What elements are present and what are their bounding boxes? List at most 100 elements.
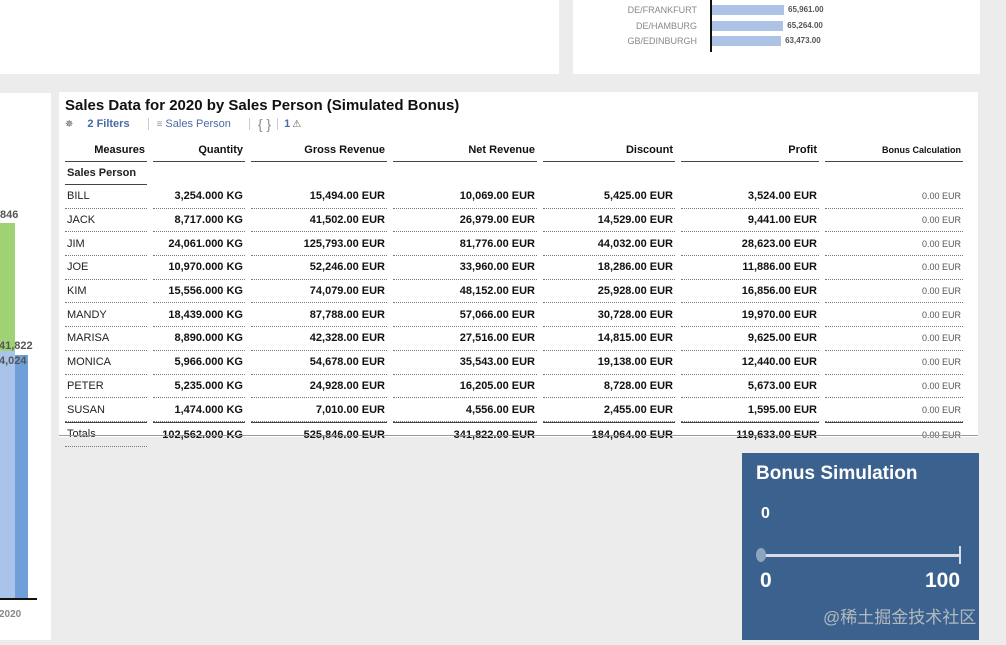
table-row[interactable]: JACK 8,717.000 KG 41,502.00 EUR 26,979.00 E… [65,209,963,233]
cell-quantity[interactable]: 5,235.000 KG [153,375,245,399]
cell-profit[interactable]: 16,856.00 EUR [681,280,819,304]
cell-net[interactable]: 341,822.00 EUR [393,421,537,447]
chart-row[interactable]: GB/EDINBURGH 63,473.00 [573,35,980,49]
cell-discount[interactable]: 14,815.00 EUR [543,327,675,351]
cell-gross[interactable]: 15,494.00 EUR [251,185,387,209]
cell-profit[interactable]: 9,441.00 EUR [681,209,819,233]
column-header-profit[interactable]: Profit [681,139,819,162]
cell-quantity[interactable]: 18,439.000 KG [153,303,245,328]
cell-profit[interactable]: 5,673.00 EUR [681,375,819,399]
table-row[interactable]: MONICA 5,966.000 KG 54,678.00 EUR 35,543.00… [65,351,963,375]
cell-profit[interactable]: 28,623.00 EUR [681,232,819,257]
table-row[interactable]: JIM 24,061.000 KG 125,793.00 EUR 81,776.00 … [65,232,963,257]
cell-quantity[interactable]: 8,890.000 KG [153,327,245,351]
row-label[interactable]: JIM [65,232,147,257]
cell-profit[interactable]: 3,524.00 EUR [681,185,819,209]
filters-link[interactable]: 2 Filters [87,118,130,130]
cell-discount[interactable]: 2,455.00 EUR [543,398,675,422]
cell-bonus[interactable]: 0.00 EUR [825,375,963,399]
table-row[interactable]: MANDY 18,439.000 KG 87,788.00 EUR 57,066.00… [65,303,963,328]
settings-icon[interactable]: ✵ [65,118,74,130]
variables-icon[interactable]: { } [257,116,272,132]
cell-profit[interactable]: 11,886.00 EUR [681,256,819,280]
cell-discount[interactable]: 8,728.00 EUR [543,375,675,399]
cell-gross[interactable]: 7,010.00 EUR [251,398,387,422]
cell-gross[interactable]: 525,846.00 EUR [251,421,387,447]
row-label[interactable]: Totals [65,421,147,447]
cell-bonus[interactable]: 0.00 EUR [825,232,963,257]
cell-discount[interactable]: 5,425.00 EUR [543,185,675,209]
cell-gross[interactable]: 87,788.00 EUR [251,303,387,328]
cell-discount[interactable]: 19,138.00 EUR [543,351,675,375]
chart-row[interactable]: DE/FRANKFURT 65,961.00 [573,4,980,18]
warning-icon[interactable]: ⚠ [292,118,302,130]
cell-bonus[interactable]: 0.00 EUR [825,303,963,328]
slider-track[interactable] [761,554,961,557]
cell-discount[interactable]: 18,286.00 EUR [543,256,675,280]
chart-bar[interactable] [712,36,782,46]
column-header-quantity[interactable]: Quantity [153,139,245,162]
cell-bonus[interactable]: 0.00 EUR [825,256,963,280]
cell-bonus[interactable]: 0.00 EUR [825,185,963,209]
cell-bonus[interactable]: 0.00 EUR [825,398,963,422]
cell-gross[interactable]: 24,928.00 EUR [251,375,387,399]
column-header-discount[interactable]: Discount [543,139,675,162]
column-header-gross-revenue[interactable]: Gross Revenue [251,139,387,162]
row-label[interactable]: PETER [65,375,147,399]
cell-net[interactable]: 48,152.00 EUR [393,280,537,304]
warnings-count[interactable]: 1 [284,118,291,130]
table-row[interactable]: PETER 5,235.000 KG 24,928.00 EUR 16,205.00 … [65,375,963,399]
cell-quantity[interactable]: 3,254.000 KG [153,185,245,209]
table-row[interactable]: JOE 10,970.000 KG 52,246.00 EUR 33,960.00 E… [65,256,963,280]
cell-quantity[interactable]: 1,474.000 KG [153,398,245,422]
cell-net[interactable]: 4,556.00 EUR [393,398,537,422]
cell-quantity[interactable]: 15,556.000 KG [153,280,245,304]
table-row[interactable]: MARISA 8,890.000 KG 42,328.00 EUR 27,516.00… [65,327,963,351]
chart-bar[interactable] [712,21,784,31]
cell-discount[interactable]: 44,032.00 EUR [543,232,675,257]
cell-bonus[interactable]: 0.00 EUR [825,421,963,447]
cell-net[interactable]: 33,960.00 EUR [393,256,537,280]
table-row[interactable]: KIM 15,556.000 KG 74,079.00 EUR 48,152.00 E… [65,280,963,304]
cell-discount[interactable]: 25,928.00 EUR [543,280,675,304]
cell-net[interactable]: 57,066.00 EUR [393,303,537,328]
row-label[interactable]: MANDY [65,303,147,328]
row-label[interactable]: KIM [65,280,147,304]
column-header-measures[interactable]: Measures [65,139,147,162]
cell-profit[interactable]: 9,625.00 EUR [681,327,819,351]
cell-profit[interactable]: 19,970.00 EUR [681,303,819,328]
slider-handle[interactable] [756,548,766,562]
cell-net[interactable]: 10,069.00 EUR [393,185,537,209]
column-header-bonus[interactable]: Bonus Calculation [825,139,963,162]
row-label[interactable]: MARISA [65,327,147,351]
cell-bonus[interactable]: 0.00 EUR [825,209,963,233]
cell-profit[interactable]: 1,595.00 EUR [681,398,819,422]
cell-quantity[interactable]: 5,966.000 KG [153,351,245,375]
row-label[interactable]: BILL [65,185,147,209]
cell-discount[interactable]: 14,529.00 EUR [543,209,675,233]
cell-gross[interactable]: 54,678.00 EUR [251,351,387,375]
cell-bonus[interactable]: 0.00 EUR [825,351,963,375]
cell-quantity[interactable]: 102,562.000 KG [153,421,245,447]
column-header-net-revenue[interactable]: Net Revenue [393,139,537,162]
cell-discount[interactable]: 30,728.00 EUR [543,303,675,328]
cell-gross[interactable]: 125,793.00 EUR [251,232,387,257]
dimension-header-label[interactable]: Sales Person [65,162,147,185]
cell-gross[interactable]: 42,328.00 EUR [251,327,387,351]
cell-quantity[interactable]: 10,970.000 KG [153,256,245,280]
row-label[interactable]: SUSAN [65,398,147,422]
cell-net[interactable]: 16,205.00 EUR [393,375,537,399]
cell-bonus[interactable]: 0.00 EUR [825,327,963,351]
cell-gross[interactable]: 41,502.00 EUR [251,209,387,233]
chart-bar[interactable] [712,5,784,15]
cell-quantity[interactable]: 8,717.000 KG [153,209,245,233]
cell-profit[interactable]: 119,633.00 EUR [681,421,819,447]
chart-column-light-blue[interactable] [0,351,15,598]
cell-quantity[interactable]: 24,061.000 KG [153,232,245,257]
cell-net[interactable]: 81,776.00 EUR [393,232,537,257]
cell-net[interactable]: 26,979.00 EUR [393,209,537,233]
cell-gross[interactable]: 52,246.00 EUR [251,256,387,280]
row-label[interactable]: JOE [65,256,147,280]
table-row[interactable]: SUSAN 1,474.000 KG 7,010.00 EUR 4,556.00 EU… [65,398,963,422]
